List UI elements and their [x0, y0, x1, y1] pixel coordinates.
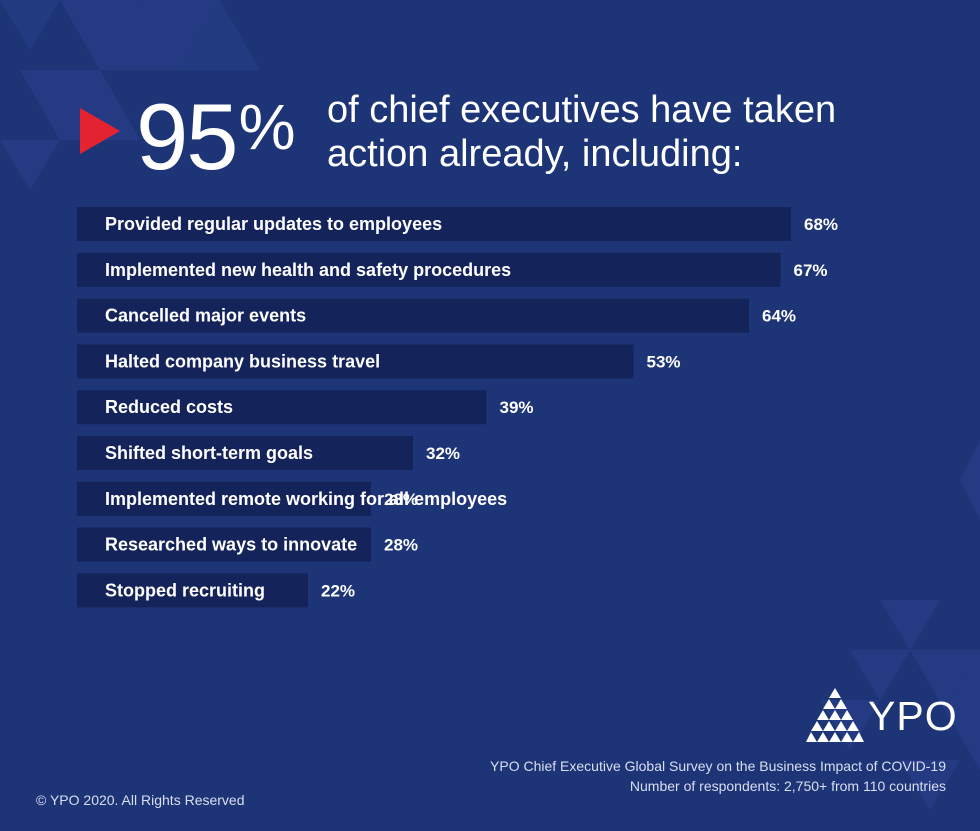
- bar: [77, 252, 781, 287]
- bar-category-label: Cancelled major events: [105, 306, 306, 326]
- bar-category-label: Implemented remote working for all emplo…: [105, 489, 507, 509]
- bar-value-label: 32%: [426, 444, 460, 463]
- source-note: YPO Chief Executive Global Survey on the…: [490, 756, 946, 796]
- headline-text: of chief executives have taken action al…: [327, 88, 847, 176]
- bar: [77, 573, 308, 608]
- bar: [77, 527, 371, 562]
- bar-category-label: Provided regular updates to employees: [105, 214, 442, 234]
- bar-category-label: Implemented new health and safety proced…: [105, 260, 511, 280]
- bar-value-label: 68%: [804, 215, 838, 234]
- headline-figure-percent: %: [238, 91, 296, 163]
- bar: [77, 344, 634, 379]
- headline-line-2: action already, including:: [327, 133, 743, 175]
- source-line-1: YPO Chief Executive Global Survey on the…: [490, 758, 946, 774]
- bar: [77, 390, 487, 425]
- bar-value-label: 39%: [500, 398, 534, 417]
- play-triangle-icon: [80, 108, 120, 154]
- bar: [77, 207, 791, 241]
- bar: [77, 481, 371, 516]
- bar-value-label: 53%: [647, 352, 681, 371]
- bar-category-label: Researched ways to innovate: [105, 535, 357, 555]
- bar-category-label: Stopped recruiting: [105, 580, 265, 600]
- ypo-logo: YPO: [806, 688, 958, 744]
- bar: [77, 298, 749, 333]
- bar-category-label: Halted company business travel: [105, 351, 380, 371]
- bar-category-label: Shifted short-term goals: [105, 443, 313, 463]
- bar-value-label: 67%: [794, 261, 828, 280]
- headline-line-1: of chief executives have taken: [327, 89, 837, 131]
- bar-value-label: 28%: [384, 490, 418, 509]
- bar: [77, 436, 413, 470]
- bar-value-label: 28%: [384, 536, 418, 555]
- pyramid-icon: [806, 688, 864, 742]
- copyright: © YPO 2020. All Rights Reserved: [36, 792, 245, 808]
- headline-figure-number: 95: [136, 84, 239, 189]
- logo-text: YPO: [868, 693, 958, 739]
- source-line-2: Number of respondents: 2,750+ from 110 c…: [629, 778, 946, 794]
- bar-value-label: 64%: [762, 307, 796, 326]
- bar-category-label: Reduced costs: [105, 397, 233, 417]
- bar-value-label: 22%: [321, 581, 355, 600]
- headline-figure: 95%: [136, 80, 296, 184]
